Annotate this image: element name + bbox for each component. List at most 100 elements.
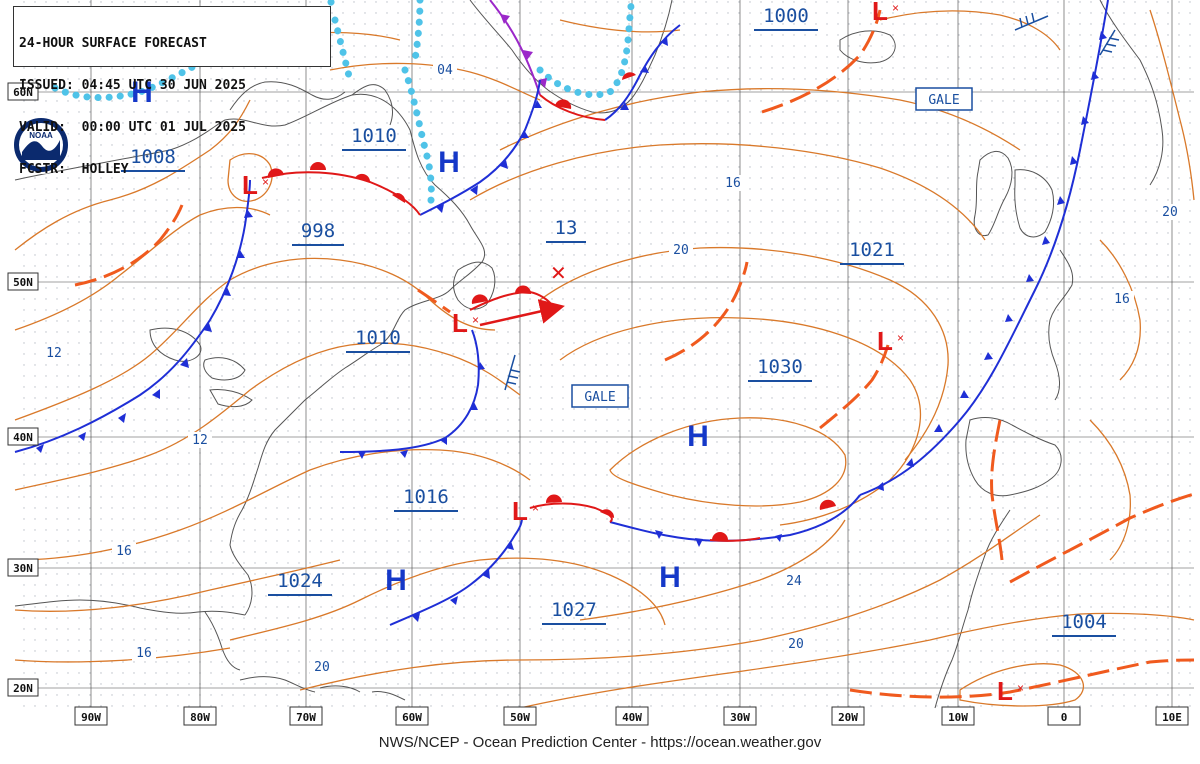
footer-credit: NWS/NCEP - Ocean Prediction Center - htt… [378,734,822,751]
isobar-label: 20 [673,243,689,258]
latitude-label-box [7,427,39,446]
longitude-label: 0 [1061,711,1068,724]
isobar-label-bg [112,543,136,559]
low-pressure-center: L [872,0,888,26]
low-pressure-center: L [242,170,258,200]
isobar-label-bg [784,636,808,652]
longitude-label: 40W [622,711,642,724]
graticule [14,0,1194,708]
pressure-value: 1016 [403,486,449,508]
gale-warnings: GALE GALE [571,87,973,408]
pressure-centers: H H H H H L × L × L × L × L × L × [131,0,1024,706]
latitude-label: 60N [13,86,33,99]
low-pressure-center: L [997,676,1013,706]
longitude-label-box [723,706,757,726]
low-center-cross: × [262,175,269,189]
low-pressure-center: L [512,496,528,526]
isobar-label-bg [42,345,66,361]
isobar-label: 16 [136,646,152,661]
isobar-label: 16 [116,544,132,559]
gale-label: GALE [928,93,959,108]
longitude-label: 30W [730,711,750,724]
latitude-label: 30N [13,562,33,575]
isobar-label: 20 [314,660,330,675]
longitude-label-box [615,706,649,726]
longitude-label-box [289,706,323,726]
longitude-label-box [1047,706,1081,726]
gale-label: GALE [584,390,615,405]
isobar-label-bg [721,175,745,191]
longitude-label: 70W [296,711,316,724]
isobar-label-bg [1158,204,1182,220]
longitude-label-box [183,706,217,726]
isobar-label: 24 [786,574,802,589]
footer: NWS/NCEP - Ocean Prediction Center - htt… [0,734,1200,751]
wind-barbs [504,12,1120,391]
pressure-value: 1010 [351,125,397,147]
isobar-label-bg [433,62,457,78]
noaa-logo: NOAA [12,116,70,174]
isobar-label: 12 [46,346,62,361]
low-center-cross: × [532,501,539,515]
gale-box [571,384,629,408]
low-center-cross: × [472,313,479,327]
pressure-value: 1024 [277,570,323,592]
isobar-label: 16 [1114,292,1130,307]
isobar-label-bg [669,242,693,258]
pressure-value: 13 [555,217,578,239]
longitude-label: 80W [190,711,210,724]
isobar-label-bg [1110,291,1134,307]
isobar-label-bg [782,573,806,589]
high-pressure-center: H [659,561,681,594]
longitude-label: 90W [81,711,101,724]
pressure-value: 1010 [355,327,401,349]
high-pressure-center: H [687,420,709,453]
pressure-value: 998 [301,220,335,242]
latitude-label-box [7,678,39,697]
gale-box [915,87,973,111]
longitude-label-box [395,706,429,726]
latitude-label: 20N [13,682,33,695]
longitude-label-box [831,706,865,726]
low-center-cross: × [897,331,904,345]
pressure-value: 1008 [130,146,176,168]
longitude-label: 20W [838,711,858,724]
latitude-label-box [7,82,39,101]
low-center-cross: × [892,1,899,15]
noaa-logo-label: NOAA [29,131,53,140]
latitude-label-box [7,558,39,577]
low-center-cross: × [1017,681,1024,695]
isobar-label-bg [310,659,334,675]
longitude-label-box [1155,706,1189,726]
forecast-header: 24-HOUR SURFACE FORECAST ISSUED: 04:45 U… [13,6,331,177]
pressure-value: 1030 [757,356,803,378]
high-pressure-center: H [385,564,407,597]
isobar-label-bg [132,645,156,661]
longitude-label-box [941,706,975,726]
isobar-label: 16 [725,176,741,191]
troughs [74,9,1195,699]
isobar-label: 20 [1162,205,1178,220]
high-pressure-center: H [131,76,153,109]
longitude-label: 10W [948,711,968,724]
warm-fronts [261,72,836,542]
longitude-label: 50W [510,711,530,724]
low-pressure-center: L [877,326,893,356]
cold-fronts [14,0,1109,626]
pressure-value: 1021 [849,239,895,261]
isobar-labels: 04 16 20 12 12 16 16 24 20 20 16 20 [42,62,1182,675]
longitude-labels: 90W 80W 70W 60W 50W 40W 30W 20W 10W 0 10E [74,706,1189,726]
isobar-label: 12 [192,433,208,448]
isobar-label-bg [188,432,212,448]
latitude-label: 40N [13,431,33,444]
isobar-label: 20 [788,637,804,652]
valid-time: VALID: 00:00 UTC 01 JUL 2025 [19,120,246,135]
longitude-label-box [74,706,108,726]
high-pressure-center: H [438,146,460,179]
pressure-value: 1004 [1061,611,1107,633]
pressure-value: 1000 [763,5,809,27]
latitude-labels: 60N 50N 40N 30N 20N [7,82,39,697]
isobar-label: 04 [437,63,453,78]
latitude-label: 50N [13,276,33,289]
